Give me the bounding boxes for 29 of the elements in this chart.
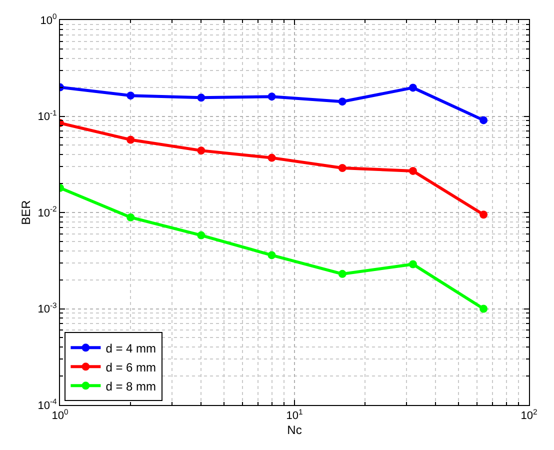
- y-tick-label: 10$^{-3}$: [38, 300, 57, 316]
- point: [268, 251, 276, 260]
- point: [126, 213, 135, 222]
- x-tick-label: 10$^{1}$: [286, 408, 303, 422]
- point: [126, 92, 135, 100]
- point: [268, 92, 276, 101]
- point: [338, 164, 346, 172]
- legend-label: d = 6 mm: [106, 360, 156, 374]
- y-tick-label: 10$^{-1}$: [38, 108, 57, 124]
- point: [197, 146, 206, 155]
- point: [480, 304, 488, 313]
- y-tick-label: 10$^{-2}$: [38, 204, 57, 220]
- point: [338, 270, 346, 278]
- x-axis-title: Nc: [287, 423, 302, 438]
- point: [408, 84, 417, 92]
- point: [197, 94, 206, 102]
- point: [338, 98, 346, 106]
- point: [408, 166, 417, 175]
- point: [480, 116, 488, 124]
- x-tick-label: 10$^{2}$: [520, 408, 538, 422]
- point: [480, 210, 488, 219]
- y-axis-title: BER: [19, 200, 34, 225]
- point: [126, 136, 135, 144]
- legend-label: d = 4 mm: [106, 341, 156, 356]
- y-tick-label: 10$^{0}$: [40, 12, 57, 27]
- point: [197, 231, 206, 240]
- point: [408, 260, 417, 268]
- point: [268, 154, 276, 162]
- legend-label: d = 8 mm: [106, 379, 156, 394]
